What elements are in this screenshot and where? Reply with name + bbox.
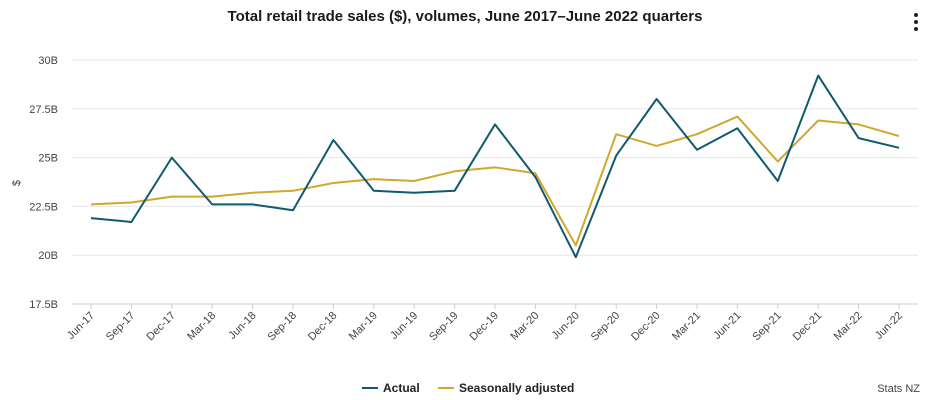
x-tick-label: Sep-18 [266, 310, 300, 344]
menu-dot [914, 20, 918, 24]
series-lines [90, 74, 900, 259]
x-tick-label: Mar-19 [347, 310, 380, 343]
x-tick-label: Sep-21 [750, 310, 784, 344]
x-tick-label: Dec-17 [144, 310, 178, 344]
kebab-menu-icon[interactable] [908, 10, 924, 34]
x-tick-label: Jun-22 [873, 310, 905, 342]
chart-title: Total retail trade sales ($), volumes, J… [227, 8, 703, 25]
y-tick-label: 20B [38, 250, 58, 262]
y-tick-label: 27.5B [29, 104, 58, 116]
x-axis-ticks: Jun-17 Sep-17 Dec-17 Mar-18 Jun-18 Sep-18 Dec-… [65, 304, 905, 343]
x-tick-label: Jun-20 [550, 310, 582, 342]
legend-label-seasonal: Seasonally adjusted [459, 381, 574, 395]
menu-dot [914, 27, 918, 31]
x-tick-label: Jun-18 [226, 310, 258, 342]
y-tick-label: 22.5B [29, 201, 58, 213]
y-axis-label: $ [11, 180, 23, 186]
x-tick-label: Mar-18 [185, 310, 218, 343]
legend: Actual Seasonally adjusted [362, 381, 574, 395]
legend-item-actual[interactable]: Actual [362, 381, 420, 395]
x-tick-label: Dec-20 [629, 310, 663, 344]
series-line-seasonally-adjusted[interactable] [90, 115, 900, 247]
x-tick-label: Mar-22 [832, 310, 865, 343]
legend-item-seasonal[interactable]: Seasonally adjusted [438, 381, 574, 395]
y-axis-ticks: 17.5B 20B 22.5B 25B 27.5B 30B [29, 55, 58, 311]
x-tick-label: Mar-20 [508, 310, 541, 343]
x-tick-label: Dec-21 [791, 310, 825, 344]
menu-dot [914, 13, 918, 17]
x-tick-label: Sep-19 [427, 310, 461, 344]
x-tick-label: Jun-21 [711, 310, 743, 342]
grid-lines [72, 59, 918, 256]
series-line-actual[interactable] [90, 74, 900, 259]
y-tick-label: 25B [38, 153, 58, 165]
y-tick-label: 30B [38, 55, 58, 67]
x-tick-label: Jun-19 [388, 310, 420, 342]
y-tick-label: 17.5B [29, 299, 58, 311]
x-tick-label: Sep-20 [589, 310, 623, 344]
x-tick-label: Dec-19 [468, 310, 502, 344]
x-tick-label: Sep-17 [104, 310, 138, 344]
x-tick-label: Mar-21 [670, 310, 703, 343]
legend-label-actual: Actual [383, 381, 420, 395]
source-credit: Stats NZ [877, 383, 920, 395]
x-tick-label: Dec-18 [306, 310, 340, 344]
x-tick-label: Jun-17 [65, 310, 97, 342]
